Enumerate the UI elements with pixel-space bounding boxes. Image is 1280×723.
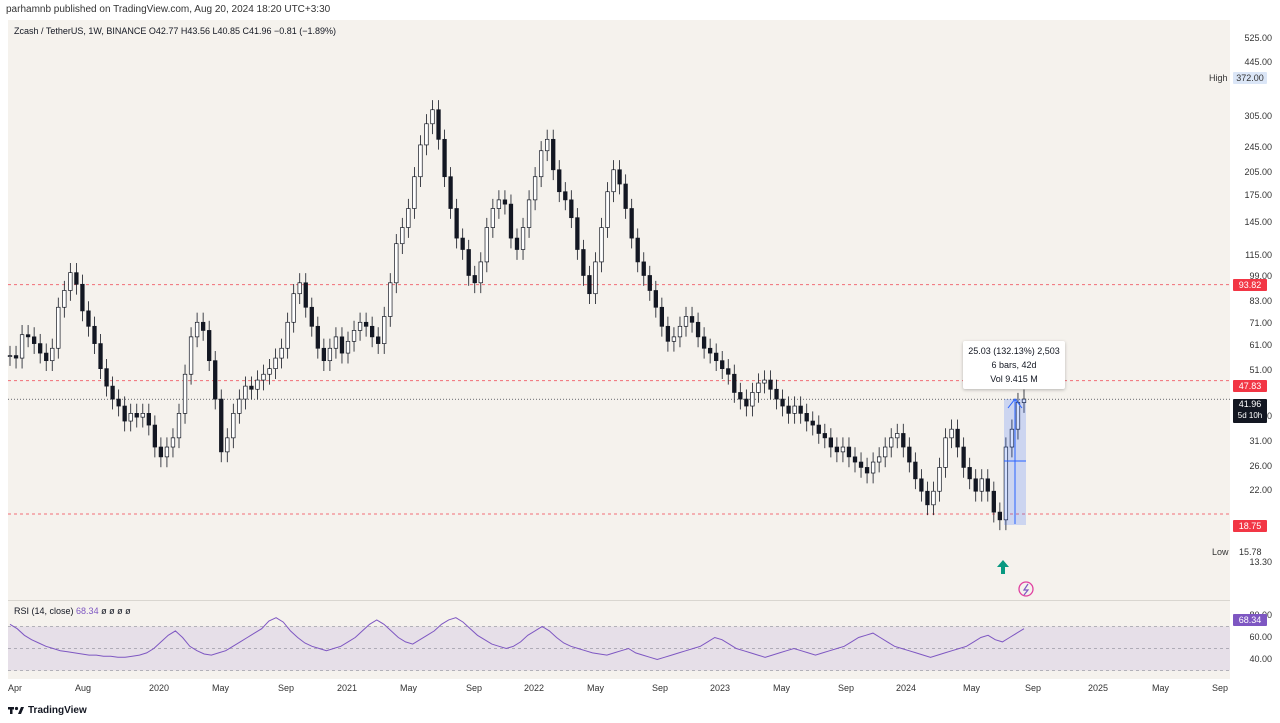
y-tick-label: 305.00 — [1244, 110, 1272, 121]
x-tick-label: Sep — [466, 683, 483, 693]
x-tick-label: May — [1152, 683, 1170, 693]
x-tick-label: Sep — [278, 683, 295, 693]
y-tick-label: 115.00 — [1245, 249, 1272, 260]
x-tick-label: 2021 — [337, 683, 358, 693]
x-tick-label: 2020 — [149, 683, 170, 693]
y-tick-label: 445.00 — [1244, 56, 1272, 67]
low-label: Low — [1212, 547, 1229, 557]
x-tick-label: Sep — [1025, 683, 1042, 693]
y-tick-label: 175.00 — [1244, 189, 1272, 200]
high-label: High — [1209, 73, 1228, 83]
y-tick-label: 205.00 — [1244, 167, 1272, 178]
x-tick-label: 2023 — [710, 683, 731, 693]
y-tick-label: 26.00 — [1249, 461, 1272, 472]
x-tick-label: Sep — [1212, 683, 1229, 693]
level-tag-18: 18.75 — [1233, 520, 1267, 532]
y-tick-label: 71.00 — [1249, 318, 1272, 329]
y-tick-label: 51.00 — [1249, 365, 1272, 376]
tradingview-icon — [8, 706, 24, 714]
y-tick-label: 31.00 — [1249, 436, 1272, 447]
x-tick-label: May — [400, 683, 418, 693]
y-tick-label: 525.00 — [1244, 33, 1272, 44]
x-tick-label: 2022 — [524, 683, 545, 693]
rsi-legend[interactable]: RSI (14, close) 68.34 ø ø ø ø — [14, 606, 131, 616]
measure-line3: Vol 9.415 M — [990, 374, 1038, 384]
symbol-legend[interactable]: Zcash / TetherUS, 1W, BINANCE O42.77 H43… — [14, 26, 337, 36]
measure-line2: 6 bars, 42d — [991, 360, 1037, 370]
y-tick-label: 61.00 — [1249, 339, 1272, 350]
rsi-pane[interactable] — [8, 600, 1230, 679]
y-tick-label: 245.00 — [1244, 141, 1272, 152]
x-tick-label: 2024 — [896, 683, 917, 693]
measure-line1: 25.03 (132.13%) 2,503 — [968, 346, 1060, 356]
x-tick-label: Apr — [8, 683, 23, 693]
price-pane[interactable] — [8, 20, 1230, 600]
current-price-value: 41.96 — [1238, 399, 1262, 409]
y-tick-label: 145.00 — [1244, 216, 1272, 227]
x-tick-label: May — [212, 683, 230, 693]
high-tag: 372.00 — [1233, 72, 1267, 84]
x-tick-label: 2025 — [1088, 683, 1109, 693]
x-tick-label: Aug — [75, 683, 92, 693]
x-tick-label: May — [773, 683, 791, 693]
level-tag-47: 47.83 — [1233, 380, 1267, 392]
tradingview-logo[interactable]: TradingView — [8, 705, 87, 716]
low-value: 15.78 — [1239, 547, 1262, 557]
x-tick-label: Sep — [652, 683, 669, 693]
price-axis[interactable] — [1230, 20, 1280, 680]
rsi-tick-label: 40.00 — [1249, 653, 1272, 664]
rsi-tick-label: 60.00 — [1249, 631, 1272, 642]
countdown: 5d 10h — [1237, 411, 1263, 420]
y-tick-label: 22.00 — [1249, 485, 1272, 496]
x-tick-label: May — [963, 683, 981, 693]
y-tick-label: 99.00 — [1249, 270, 1272, 281]
published-header: parhamnb published on TradingView.com, A… — [0, 0, 1280, 20]
level-tag-93: 93.82 — [1233, 279, 1267, 291]
current-price-tag: 41.96 5d 10h — [1233, 399, 1267, 423]
y-tick-label: 83.00 — [1249, 296, 1272, 307]
x-tick-label: May — [587, 683, 605, 693]
measure-tooltip: 25.03 (132.13%) 2,503 6 bars, 42d Vol 9.… — [963, 341, 1065, 389]
x-tick-label: Sep — [838, 683, 855, 693]
rsi-value-tag: 68.34 — [1233, 614, 1267, 626]
y-tick-label: 13.30 — [1249, 556, 1272, 567]
